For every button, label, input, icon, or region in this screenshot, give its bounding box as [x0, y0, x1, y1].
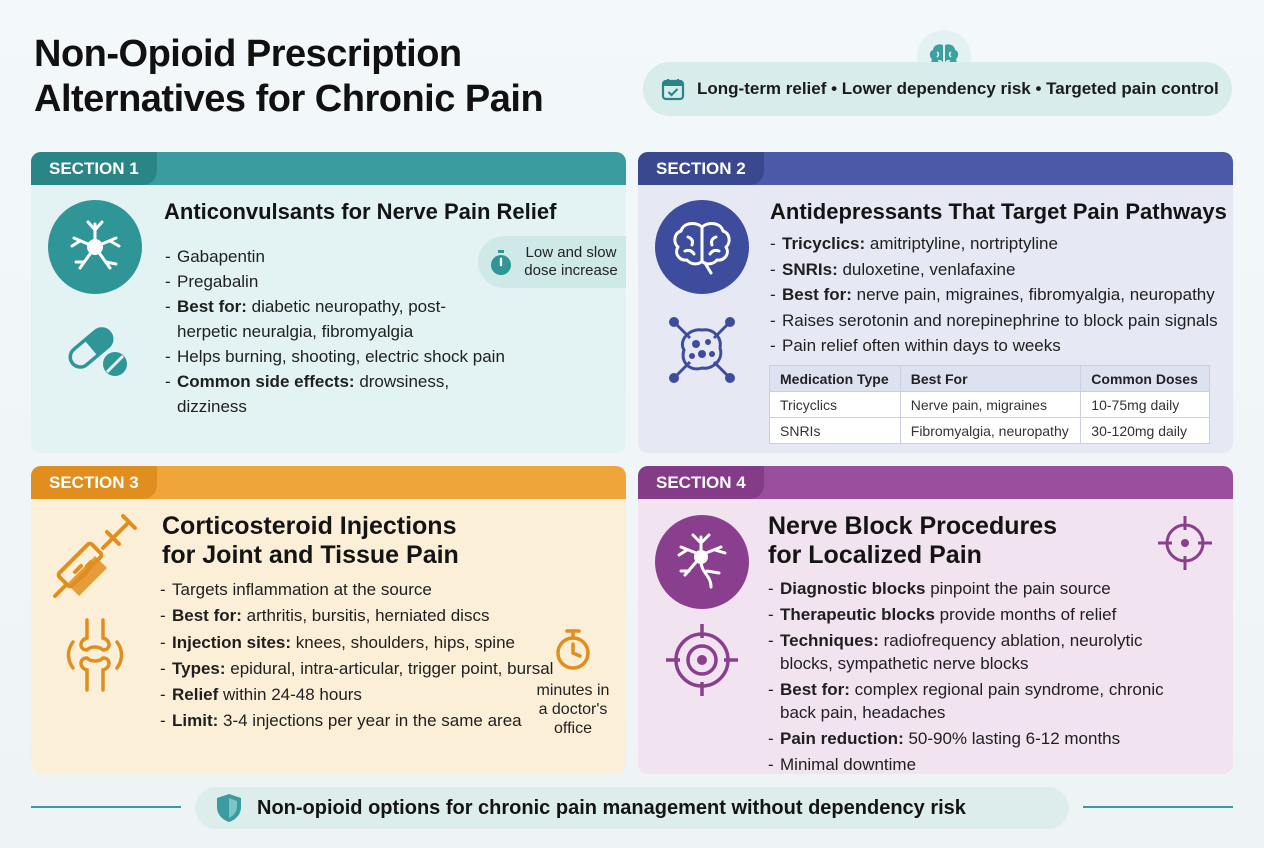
- tagline-text: Long-term relief • Lower dependency risk…: [697, 79, 1219, 98]
- list-item: Injection sites: knees, shoulders, hips,…: [160, 630, 560, 657]
- section-1-card: SECTION 1 Anticonvulsants for Nerve Pain…: [31, 152, 626, 453]
- section-2-points: Tricyclics: amitriptyline, nortriptyline…: [770, 231, 1230, 359]
- nerve-icon: [677, 533, 727, 589]
- table-cell: Tricyclics: [769, 391, 901, 418]
- table-header: Medication Type: [769, 365, 901, 392]
- footer-text: Non-opioid options for chronic pain mana…: [257, 796, 966, 819]
- list-item: Best for: nerve pain, migraines, fibromy…: [770, 282, 1230, 308]
- syringe-icon: [53, 514, 137, 598]
- list-item: Tricyclics: amitriptyline, nortriptyline: [770, 231, 1230, 257]
- table-cell: Fibromyalgia, neuropathy: [899, 417, 1082, 444]
- list-item: Types: epidural, intra-articular, trigge…: [160, 656, 560, 683]
- list-item: Helps burning, shooting, electric shock …: [165, 344, 505, 369]
- list-item: Therapeutic blocks provide months of rel…: [768, 603, 1198, 626]
- office-note-line-3: office: [554, 720, 592, 737]
- section-4-title: Nerve Block Procedures for Localized Pai…: [768, 512, 1057, 570]
- page-title: Non-Opioid Prescription Alternatives for…: [34, 32, 544, 122]
- list-item: Targets inflammation at the source: [160, 577, 560, 604]
- footer-banner: Non-opioid options for chronic pain mana…: [195, 787, 1069, 829]
- table-cell: 30-120mg daily: [1080, 417, 1210, 444]
- table-header: Common Doses: [1080, 365, 1210, 392]
- section-3-points: Targets inflammation at the source Best …: [160, 577, 560, 735]
- brain-icon-circle: [655, 200, 749, 294]
- list-item: Techniques: radiofrequency ablation, neu…: [768, 629, 1198, 675]
- table-row: SNRIs Fibromyalgia, neuropathy 30-120mg …: [769, 417, 1210, 444]
- office-note: minutes in a doctor's office: [527, 681, 619, 738]
- list-item: Best for: arthritis, bursitis, herniated…: [160, 603, 560, 630]
- section-4-title-line-2: for Localized Pain: [768, 541, 982, 569]
- section-1-title: Anticonvulsants for Nerve Pain Relief: [164, 199, 557, 224]
- section-3-title: Corticosteroid Injections for Joint and …: [162, 512, 459, 570]
- section-1-points: Gabapentin Pregabalin Best for: diabetic…: [165, 244, 505, 419]
- pill-capsule-icon: [68, 327, 127, 376]
- title-line-1: Non-Opioid Prescription: [34, 33, 462, 75]
- table-cell: Nerve pain, migraines: [899, 391, 1082, 418]
- list-item: Common side effects: drowsiness, dizzine…: [165, 369, 505, 419]
- dose-note: Low and slow dose increase: [517, 244, 625, 280]
- list-item: Raises serotonin and norepinephrine to b…: [770, 308, 1230, 334]
- list-item: Best for: diabetic neuropathy, post-herp…: [165, 294, 505, 344]
- section-3-title-line-1: Corticosteroid Injections: [162, 512, 457, 540]
- footer-divider-left: [31, 806, 181, 808]
- office-note-line-1: minutes in: [536, 682, 610, 699]
- neuron-icon: [70, 220, 121, 270]
- section-2-title: Antidepressants That Target Pain Pathway…: [770, 199, 1227, 224]
- table-header-row: Medication Type Best For Common Doses: [769, 365, 1210, 392]
- office-note-line-2: a doctor's: [538, 701, 608, 718]
- list-item: Best for: complex regional pain syndrome…: [768, 678, 1198, 724]
- section-4-card: SECTION 4 Nerve Block Proce: [638, 466, 1233, 774]
- list-item: Diagnostic blocks pinpoint the pain sour…: [768, 577, 1198, 600]
- title-line-2: Alternatives for Chronic Pain: [34, 78, 544, 120]
- dose-note-line-1: Low and slow: [525, 244, 617, 261]
- list-item: Limit: 3-4 injections per year in the sa…: [160, 708, 560, 735]
- section-3-header: SECTION 3: [31, 466, 626, 499]
- medication-table: Medication Type Best For Common Doses Tr…: [769, 365, 1210, 444]
- section-1-header: SECTION 1: [31, 152, 626, 185]
- brain-icon: [673, 222, 731, 275]
- section-2-header: SECTION 2: [638, 152, 1233, 185]
- section-2-tab: SECTION 2: [638, 152, 764, 185]
- list-item: Pain reduction: 50-90% lasting 6-12 mont…: [768, 727, 1198, 750]
- section-4-points: Diagnostic blocks pinpoint the pain sour…: [768, 577, 1198, 774]
- list-item: Pain relief often within days to weeks: [770, 333, 1230, 359]
- table-cell: 10-75mg daily: [1080, 391, 1210, 418]
- molecule-network-icon: [669, 317, 735, 383]
- section-3-tab: SECTION 3: [31, 466, 157, 499]
- table-header: Best For: [899, 365, 1082, 392]
- shield-icon: [217, 794, 241, 822]
- target-icon: [666, 624, 738, 696]
- footer-divider-right: [1083, 806, 1233, 808]
- nerve-icon-circle: [655, 515, 749, 609]
- crosshair-icon: [1158, 516, 1212, 570]
- stopwatch-icon: [491, 250, 511, 275]
- list-item: Pregabalin: [165, 269, 505, 294]
- table-row: Tricyclics Nerve pain, migraines 10-75mg…: [769, 391, 1210, 418]
- stopwatch-icon: [556, 629, 590, 670]
- dose-note-line-2: dose increase: [524, 262, 618, 279]
- neuron-icon-circle: [48, 200, 142, 294]
- section-2-card: SECTION 2 Antidepressants That Target Pa…: [638, 152, 1233, 453]
- list-item: Gabapentin: [165, 244, 505, 269]
- section-4-title-line-1: Nerve Block Procedures: [768, 512, 1058, 540]
- knee-joint-icon: [66, 618, 124, 692]
- list-item: Minimal downtime: [768, 753, 1198, 774]
- section-3-title-line-2: for Joint and Tissue Pain: [162, 541, 459, 569]
- section-4-tab: SECTION 4: [638, 466, 764, 499]
- section-1-tab: SECTION 1: [31, 152, 157, 185]
- calendar-check-icon: [661, 79, 685, 101]
- list-item: Relief within 24-48 hours: [160, 682, 560, 709]
- tagline-banner: Long-term relief • Lower dependency risk…: [643, 62, 1232, 116]
- table-cell: SNRIs: [769, 417, 901, 444]
- section-3-card: SECTION 3 Corticosteroid Injections for …: [31, 466, 626, 774]
- list-item: SNRIs: duloxetine, venlafaxine: [770, 257, 1230, 283]
- section-4-header: SECTION 4: [638, 466, 1233, 499]
